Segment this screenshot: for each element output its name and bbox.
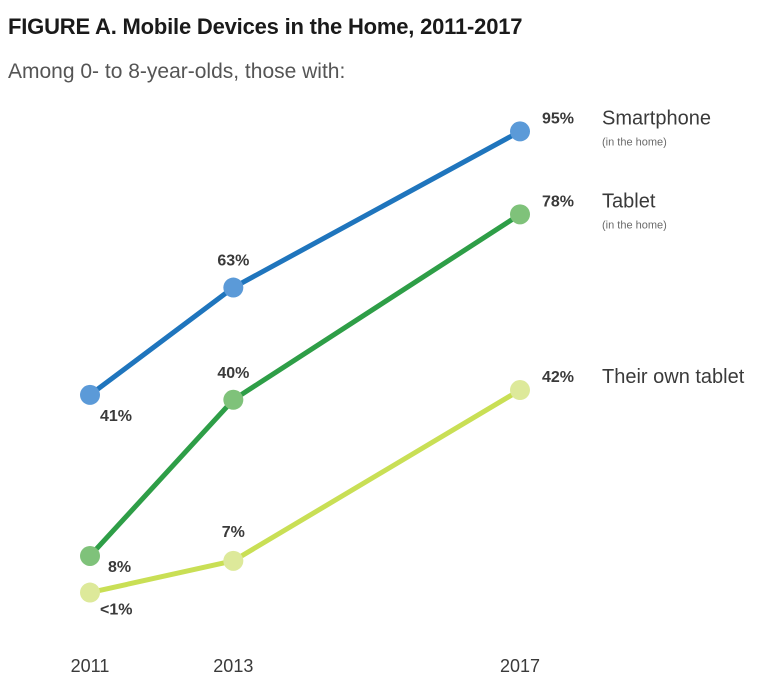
x-axis: 2011 2013 2017 (71, 656, 540, 676)
marker-smartphone-2017 (510, 121, 530, 142)
x-tick-2017: 2017 (500, 656, 540, 676)
data-label-smartphone-2011: 41% (100, 408, 132, 425)
x-tick-2013: 2013 (213, 656, 253, 676)
legend: Smartphone (in the home) Tablet (in the hom… (602, 107, 745, 388)
data-label-tablet-2011: 8% (108, 559, 131, 576)
series-markers (80, 121, 530, 603)
legend-label-their-own-tablet: Their own tablet (602, 366, 745, 388)
marker-tablet-2017 (510, 204, 530, 225)
series-line-their-own-tablet (87, 387, 523, 596)
marker-their-own-tablet-2011 (80, 582, 100, 603)
marker-tablet-2011 (80, 545, 100, 566)
data-label-smartphone-2013: 63% (217, 253, 249, 270)
marker-their-own-tablet-2013 (223, 550, 244, 571)
series-lines (87, 128, 523, 596)
data-labels: 41% 63% 95% 8% 40% 78% <1% 7% 42% (100, 110, 574, 618)
data-label-their-own-tablet-2013: 7% (222, 524, 245, 541)
data-label-their-own-tablet-2017: 42% (542, 369, 574, 386)
data-label-their-own-tablet-2011: <1% (100, 602, 132, 619)
marker-their-own-tablet-2017 (510, 380, 530, 401)
data-label-smartphone-2017: 95% (542, 110, 574, 127)
marker-smartphone-2013 (223, 277, 244, 298)
legend-note-tablet: (in the home) (602, 219, 667, 231)
x-tick-2011: 2011 (71, 656, 110, 676)
marker-smartphone-2011 (80, 384, 100, 405)
legend-label-tablet: Tablet (602, 190, 656, 212)
data-label-tablet-2017: 78% (542, 193, 574, 210)
marker-tablet-2013 (223, 389, 244, 410)
data-label-tablet-2013: 40% (217, 365, 249, 382)
legend-label-smartphone: Smartphone (602, 107, 711, 129)
series-line-tablet (87, 211, 523, 559)
chart-subtitle: Among 0- to 8-year-olds, those with: (8, 60, 346, 83)
chart-title: FIGURE A. Mobile Devices in the Home, 20… (8, 14, 523, 39)
legend-note-smartphone: (in the home) (602, 136, 667, 148)
